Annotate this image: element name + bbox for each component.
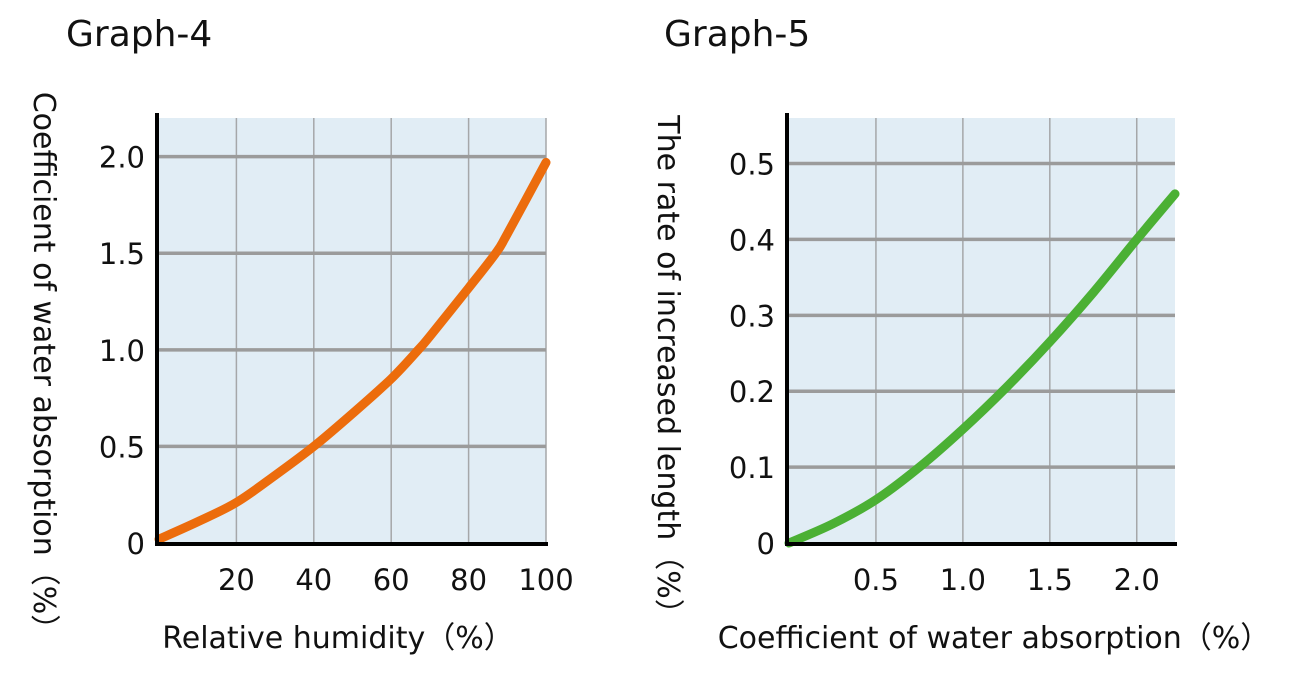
y-tick-label: 1.0 [99, 334, 145, 368]
x-tick-label: 20 [218, 563, 255, 597]
y-tick-label: 0.1 [729, 451, 775, 485]
x-tick-label: 0.5 [853, 563, 899, 597]
y-tick-label: 0.3 [729, 299, 775, 333]
x-tick-label: 1.5 [1027, 563, 1073, 597]
y-tick-label: 0.4 [729, 223, 775, 257]
y-tick-label: 0.2 [729, 375, 775, 409]
graph-4-y-label: Coefficient of water absorption（%） [26, 92, 61, 645]
y-tick-label: 0 [757, 527, 775, 561]
graph-5-x-label: Coefficient of water absorption（%） [718, 621, 1271, 656]
graph-5-y-label: The rate of increased length（%） [650, 114, 685, 628]
graph-4-title: Graph-4 [66, 14, 212, 55]
graph-5-title: Graph-5 [664, 14, 810, 55]
x-tick-label: 40 [295, 563, 332, 597]
x-tick-label: 60 [373, 563, 410, 597]
x-tick-label: 100 [518, 563, 573, 597]
y-tick-label: 0.5 [729, 148, 775, 182]
data-curve [784, 189, 1180, 548]
x-tick-label: 80 [450, 563, 487, 597]
graph-4-x-label: Relative humidity（%） [162, 621, 514, 656]
y-tick-label: 0.5 [99, 430, 145, 464]
y-tick-label: 0 [127, 527, 145, 561]
x-tick-label: 1.0 [940, 563, 986, 597]
y-tick-label: 2.0 [99, 141, 145, 175]
graph-4-plot: 20 40 60 80 100 0 0.5 1.0 1.5 2.0 [99, 113, 574, 597]
plot-background [159, 118, 546, 543]
x-tick-label: 2.0 [1114, 563, 1160, 597]
y-tick-label: 1.5 [99, 237, 145, 271]
data-curve [154, 157, 551, 544]
graph-5-plot: 0.5 1.0 1.5 2.0 0 0.1 0.2 0.3 0.4 0.5 [729, 113, 1180, 597]
plot-background [789, 118, 1175, 543]
